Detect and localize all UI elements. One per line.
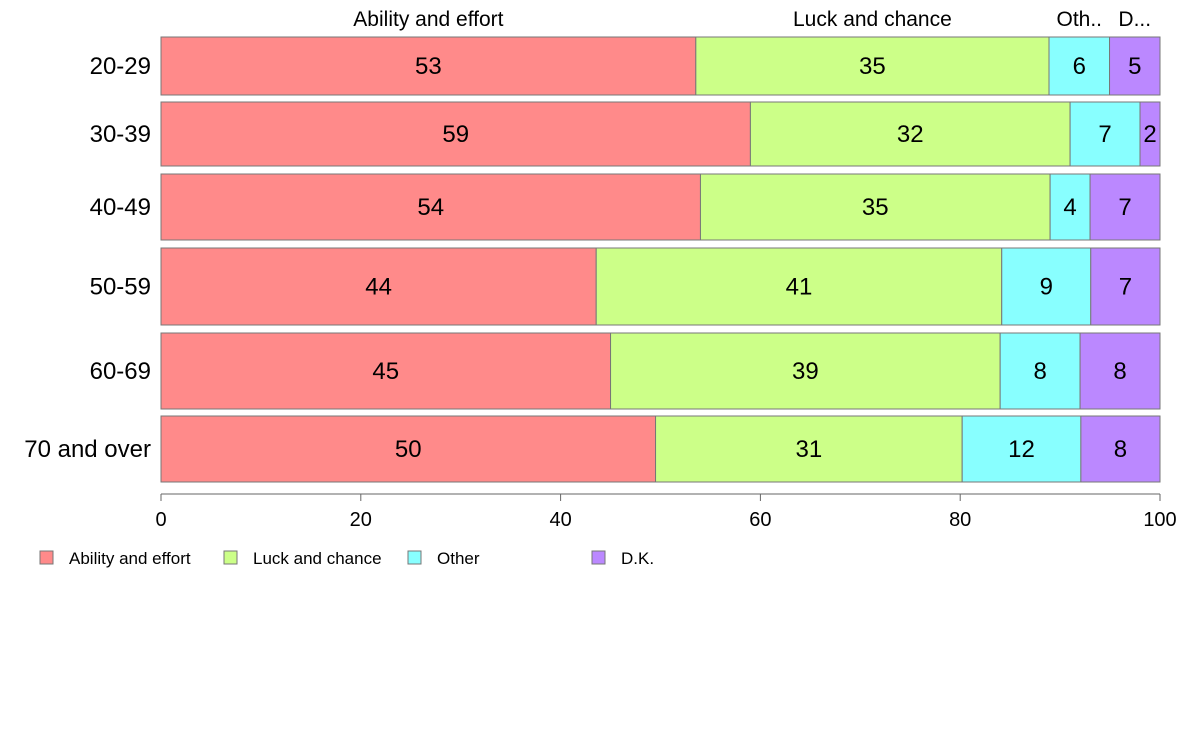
bar-50-59-d-k <box>1090 247 1161 326</box>
bar-70-and-over-d-k <box>1080 415 1161 483</box>
legend-label-d-k: D.K. <box>621 549 654 568</box>
value-label-60-69-other: 8 <box>1033 358 1046 385</box>
bar-30-39-d-k <box>1139 101 1161 167</box>
legend-label-other: Other <box>437 549 480 568</box>
bar-70-and-over-luck-and-chance <box>655 415 963 483</box>
x-tick-label-60: 60 <box>749 509 771 531</box>
value-label-50-59-ability-and-effort: 44 <box>365 274 392 301</box>
value-label-20-29-ability-and-effort: 53 <box>415 53 442 80</box>
bars-layer <box>160 36 1161 483</box>
value-label-50-59-d-k: 7 <box>1119 274 1132 301</box>
category-labels-layer: 20-29 30-39 40-49 50-59 60-69 70 and over <box>24 53 151 463</box>
bar-50-59-luck-and-chance <box>595 247 1003 326</box>
bar-70-and-over-ability-and-effort <box>160 415 657 483</box>
x-tick-label-80: 80 <box>949 509 971 531</box>
value-label-70-and-over-other: 12 <box>1008 436 1035 463</box>
value-label-30-39-other: 7 <box>1098 121 1111 148</box>
value-label-70-and-over-d-k: 8 <box>1114 436 1127 463</box>
value-label-30-39-d-k: 2 <box>1143 121 1156 148</box>
bar-20-29-luck-and-chance <box>695 36 1050 96</box>
bar-40-49-other <box>1049 173 1091 241</box>
bar-60-69-luck-and-chance <box>610 332 1001 410</box>
bar-60-69-other <box>999 332 1081 410</box>
value-label-40-49-luck-and-chance: 35 <box>862 194 889 221</box>
bar-40-49-ability-and-effort <box>160 173 701 241</box>
value-label-40-49-other: 4 <box>1063 194 1076 221</box>
x-tick-label-20: 20 <box>350 509 372 531</box>
bar-20-29-ability-and-effort <box>160 36 697 96</box>
bar-50-59-other <box>1001 247 1092 326</box>
bar-20-29-d-k <box>1109 36 1161 96</box>
top-label-luck-and-chance: Luck and chance <box>793 8 952 31</box>
top-label-ability-and-effort: Ability and effort <box>353 8 503 31</box>
value-label-40-49-ability-and-effort: 54 <box>417 194 444 221</box>
legend-label-luck-and-chance: Luck and chance <box>253 549 382 568</box>
legend-swatch-luck-and-chance <box>223 550 238 565</box>
category-label-70-and-over: 70 and over <box>24 436 151 463</box>
category-label-30-39: 30-39 <box>90 121 151 148</box>
value-label-30-39-luck-and-chance: 32 <box>897 121 924 148</box>
x-tick-label-100: 100 <box>1143 509 1176 531</box>
bar-30-39-ability-and-effort <box>160 101 751 167</box>
top-labels-layer: Ability and effort Luck and chance Oth.. D.… <box>353 8 1151 31</box>
bar-60-69-ability-and-effort <box>160 332 612 410</box>
category-label-40-49: 40-49 <box>90 194 151 221</box>
top-label-other: Oth.. <box>1057 8 1103 31</box>
value-label-70-and-over-luck-and-chance: 31 <box>796 436 823 463</box>
value-label-20-29-d-k: 5 <box>1128 53 1141 80</box>
value-label-30-39-ability-and-effort: 59 <box>442 121 469 148</box>
bar-70-and-over-other <box>961 415 1082 483</box>
bar-40-49-luck-and-chance <box>699 173 1051 241</box>
value-label-60-69-d-k: 8 <box>1113 358 1126 385</box>
value-label-40-49-d-k: 7 <box>1118 194 1131 221</box>
value-label-50-59-luck-and-chance: 41 <box>786 274 813 301</box>
bar-60-69-d-k <box>1079 332 1161 410</box>
legend-label-ability-and-effort: Ability and effort <box>69 549 191 568</box>
category-label-50-59: 50-59 <box>90 274 151 301</box>
value-label-70-and-over-ability-and-effort: 50 <box>395 436 422 463</box>
category-label-20-29: 20-29 <box>90 53 151 80</box>
value-label-60-69-luck-and-chance: 39 <box>792 358 819 385</box>
legend: Ability and effort Luck and chance Other D.… <box>39 549 654 568</box>
legend-swatch-ability-and-effort <box>39 550 54 565</box>
value-label-50-59-other: 9 <box>1040 274 1053 301</box>
bar-40-49-d-k <box>1089 173 1161 241</box>
legend-swatch-d-k <box>591 550 606 565</box>
x-axis: 0 20 40 60 80 100 <box>155 493 1177 531</box>
x-tick-label-0: 0 <box>155 509 166 531</box>
value-label-60-69-ability-and-effort: 45 <box>372 358 399 385</box>
value-labels-layer: 53 35 6 559 32 7 254 35 4 744 41 9 745 39 8 850 31 12 8 <box>365 53 1156 463</box>
value-label-20-29-other: 6 <box>1073 53 1086 80</box>
bar-30-39-other <box>1069 101 1141 167</box>
bar-50-59-ability-and-effort <box>160 247 597 326</box>
bar-20-29-other <box>1048 36 1111 96</box>
x-tick-label-40: 40 <box>549 509 571 531</box>
value-label-20-29-luck-and-chance: 35 <box>859 53 886 80</box>
top-label-d-k: D... <box>1118 8 1151 31</box>
legend-swatch-other <box>407 550 422 565</box>
bar-30-39-luck-and-chance <box>749 101 1071 167</box>
category-label-60-69: 60-69 <box>90 358 151 385</box>
